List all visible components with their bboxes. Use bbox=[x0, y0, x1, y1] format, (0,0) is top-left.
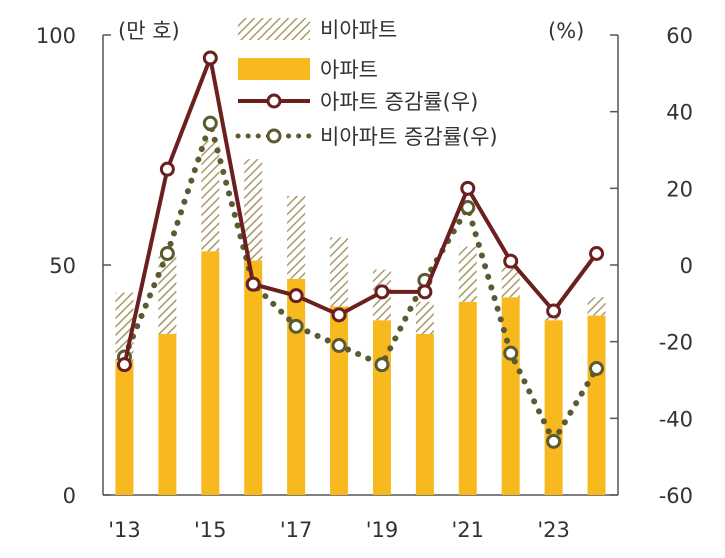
bar-non-apartment bbox=[415, 301, 434, 334]
bars bbox=[115, 140, 606, 495]
apartment-rate-point bbox=[245, 276, 261, 292]
legend-label-apartment: 아파트 bbox=[320, 58, 378, 82]
apartment-rate-point bbox=[589, 246, 605, 261]
bar-apartment bbox=[458, 301, 477, 495]
bar-apartment bbox=[544, 320, 563, 495]
right-tick-label: 60 bbox=[666, 24, 693, 48]
right-tick-label: -60 bbox=[659, 484, 693, 508]
legend-label-non-apartment-rate: 비아파트 증감률(우) bbox=[320, 125, 498, 149]
apartment-rate-point bbox=[503, 253, 519, 269]
legend-swatch-apartment bbox=[238, 58, 310, 80]
legend-marker-non-apartment-rate bbox=[266, 128, 282, 144]
bar-apartment bbox=[201, 251, 220, 495]
right-axis-ticks: 60 40 20 0 -20 -40 -60 bbox=[610, 24, 693, 508]
x-tick-label: '17 bbox=[280, 518, 313, 542]
left-axis-ticks: 0 50 100 bbox=[36, 24, 111, 508]
non-apartment-rate-point bbox=[503, 345, 519, 361]
bar-non-apartment bbox=[287, 196, 306, 279]
x-tick-label: '23 bbox=[537, 518, 570, 542]
bar-non-apartment bbox=[330, 237, 349, 307]
bar-apartment bbox=[330, 306, 349, 495]
bar-apartment bbox=[501, 297, 520, 495]
bar-non-apartment bbox=[587, 297, 606, 316]
bar-non-apartment bbox=[244, 159, 263, 261]
lines bbox=[116, 50, 605, 449]
bar-apartment bbox=[244, 260, 263, 495]
apartment-rate-line bbox=[122, 56, 599, 366]
bar-apartment bbox=[158, 334, 177, 495]
legend-swatch-non-apartment bbox=[238, 18, 310, 40]
x-tick-label: '13 bbox=[108, 518, 141, 542]
legend: 비아파트 아파트 아파트 증감률(우) 비아파트 증감률(우) bbox=[235, 18, 498, 149]
bar-apartment bbox=[587, 315, 606, 495]
bar-apartment bbox=[115, 361, 134, 495]
bar-non-apartment bbox=[158, 255, 177, 334]
apartment-rate-point bbox=[546, 303, 562, 319]
apartment-rate-point bbox=[288, 288, 304, 304]
right-tick-label: 0 bbox=[680, 254, 693, 278]
apartment-rate-point bbox=[202, 50, 218, 66]
left-axis-unit: (만 호) bbox=[118, 19, 180, 43]
left-tick-label: 0 bbox=[63, 484, 76, 508]
x-axis-ticks: '13 '15 '17 '19 '21 '23 bbox=[108, 518, 570, 542]
non-apartment-rate-point bbox=[159, 246, 175, 261]
bar-apartment bbox=[415, 334, 434, 495]
non-apartment-rate-point bbox=[331, 338, 347, 353]
right-tick-label: -40 bbox=[659, 407, 693, 431]
x-tick-label: '19 bbox=[366, 518, 399, 542]
non-apartment-rate-point bbox=[546, 433, 562, 449]
apartment-rate-point bbox=[417, 284, 433, 300]
apartment-rate-point bbox=[374, 284, 390, 300]
apartment-rate-point bbox=[159, 161, 175, 177]
x-tick-label: '21 bbox=[452, 518, 485, 542]
bar-non-apartment bbox=[201, 140, 220, 252]
legend-label-apartment-rate: 아파트 증감률(우) bbox=[320, 90, 478, 114]
non-apartment-rate-point bbox=[202, 115, 218, 131]
right-tick-label: 40 bbox=[666, 101, 693, 125]
left-tick-label: 50 bbox=[49, 254, 76, 278]
bar-non-apartment bbox=[458, 246, 477, 302]
right-tick-label: 20 bbox=[666, 177, 693, 201]
left-tick-label: 100 bbox=[36, 24, 76, 48]
bar-non-apartment bbox=[501, 265, 520, 298]
legend-label-non-apartment: 비아파트 bbox=[320, 18, 397, 42]
non-apartment-rate-point bbox=[374, 357, 390, 373]
non-apartment-rate-line bbox=[121, 120, 600, 445]
apartment-rate-point bbox=[116, 357, 132, 373]
non-apartment-rate-point bbox=[288, 318, 304, 334]
apartment-rate-point bbox=[331, 307, 347, 323]
right-tick-label: -20 bbox=[659, 331, 693, 355]
legend-marker-apartment-rate bbox=[266, 93, 282, 109]
right-axis-unit: (%) bbox=[548, 19, 584, 43]
x-tick-label: '15 bbox=[194, 518, 227, 542]
non-apartment-rate-point bbox=[589, 361, 605, 376]
apartment-rate-point bbox=[460, 180, 476, 196]
bar-apartment bbox=[287, 278, 306, 495]
